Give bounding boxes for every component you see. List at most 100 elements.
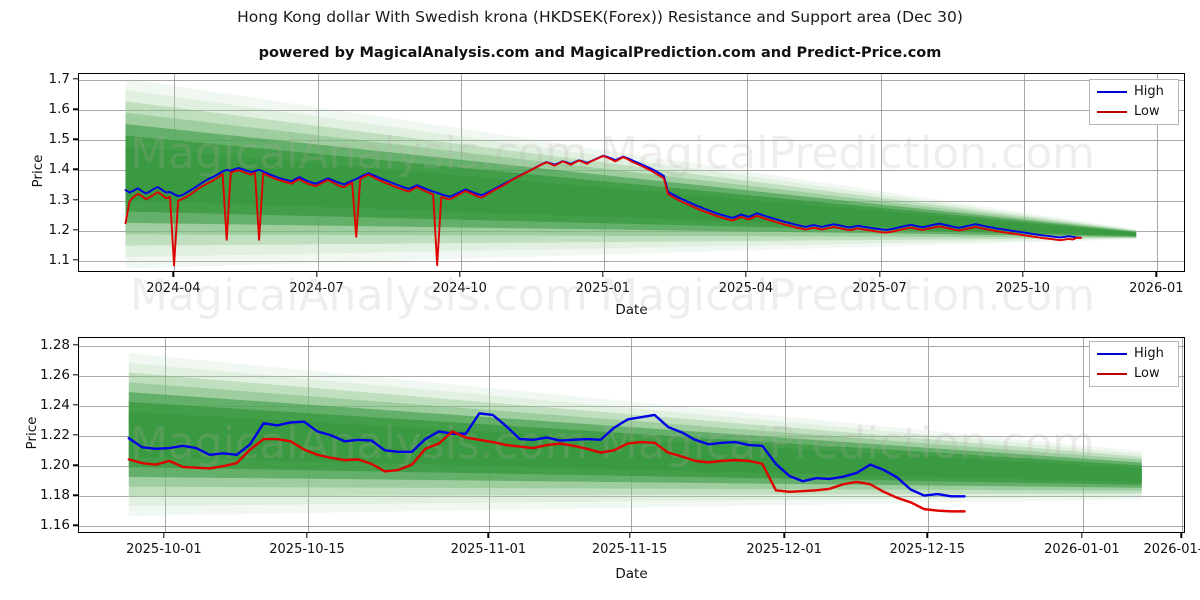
legend-label-high: High — [1134, 346, 1164, 361]
top-chart-x-axis-label: Date — [615, 302, 648, 318]
x-axis-tick-label: 2025-12-15 — [889, 542, 966, 557]
top-chart-plot-area — [78, 73, 1185, 272]
x-axis-tick-mark — [628, 533, 631, 538]
x-axis-tick-mark — [1022, 272, 1024, 277]
x-axis-tick-label: 2025-12-01 — [746, 542, 822, 557]
y-axis-tick-label: 1.20 — [39, 457, 70, 474]
y-axis-tick-mark — [73, 373, 78, 376]
x-axis-tick-label: 2025-10-15 — [269, 542, 345, 557]
gridline-vertical — [785, 338, 787, 532]
band-layer — [125, 146, 1137, 236]
y-axis-tick-label: 1.28 — [39, 336, 70, 353]
legend-label-low: Low — [1134, 366, 1160, 381]
x-axis-tick-mark — [315, 272, 318, 277]
y-axis-tick-label: 1.4 — [48, 161, 70, 178]
y-axis-tick-label: 1.16 — [39, 517, 70, 534]
gridline-horizontal — [79, 260, 1184, 262]
legend-swatch-low — [1097, 110, 1127, 114]
x-axis-tick-mark — [878, 272, 881, 277]
x-axis-tick-mark — [1081, 533, 1083, 538]
series-layer — [127, 412, 966, 513]
x-axis-tick-label: 2026-01 — [1129, 281, 1184, 296]
bottom-chart-panel — [78, 337, 1185, 533]
page-title: Hong Kong dollar With Swedish krona (HKD… — [237, 8, 963, 26]
resistance-support-bands — [125, 78, 1137, 269]
bottom-chart-legend: High Low — [1089, 341, 1179, 387]
gridline-vertical — [880, 74, 882, 271]
x-axis-tick-mark — [172, 272, 175, 277]
y-axis-tick-mark — [73, 464, 78, 466]
gridline-horizontal — [79, 140, 1184, 142]
series-line-high — [124, 154, 1082, 239]
gridline-vertical — [603, 74, 605, 271]
x-axis-tick-label: 2024-04 — [146, 281, 201, 296]
y-axis-tick-label: 1.24 — [39, 396, 70, 413]
top-chart-panel — [78, 73, 1185, 272]
legend-label-low: Low — [1134, 104, 1160, 119]
x-axis-tick-label: 2025-10 — [995, 281, 1050, 296]
band-layer — [125, 135, 1137, 237]
gridline-horizontal — [79, 110, 1184, 112]
x-axis-tick-label: 2025-01 — [575, 281, 630, 296]
x-axis-tick-mark — [1155, 272, 1158, 277]
y-axis-tick-mark — [73, 404, 78, 406]
y-axis-tick-label: 1.1 — [48, 251, 70, 268]
band-layer — [128, 411, 1142, 482]
y-axis-tick-mark — [73, 259, 78, 261]
legend-item-high: High — [1097, 85, 1170, 99]
x-axis-tick-mark — [1180, 533, 1182, 538]
x-axis-tick-label: 2025-04 — [718, 281, 774, 296]
y-axis-tick-mark — [73, 138, 78, 141]
y-axis-tick-label: 1.3 — [48, 191, 70, 208]
x-axis-tick-label: 2025-11-15 — [591, 542, 668, 557]
legend-swatch-low — [1097, 372, 1127, 376]
gridline-vertical — [1182, 338, 1184, 532]
series-line-low — [124, 155, 1082, 267]
top-chart-legend: High Low — [1089, 79, 1179, 125]
y-axis-tick-label: 1.22 — [39, 427, 70, 443]
y-axis-tick-mark — [73, 343, 78, 346]
y-axis-tick-label: 1.5 — [48, 131, 70, 148]
page-subtitle: powered by MagicalAnalysis.com and Magic… — [258, 45, 942, 61]
gridline-vertical — [746, 74, 748, 271]
legend-label-high: High — [1134, 84, 1164, 99]
y-axis-tick-mark — [73, 524, 78, 527]
gridline-vertical — [1157, 74, 1159, 271]
gridline-vertical — [1023, 74, 1025, 271]
series-line-high — [127, 412, 966, 498]
x-axis-tick-label: 2026-01-01 — [1044, 542, 1120, 557]
legend-item-low: Low — [1097, 367, 1170, 381]
legend-item-low: Low — [1097, 105, 1170, 119]
y-axis-tick-mark — [73, 108, 78, 110]
x-axis-tick-label: 2026-01-15 — [1143, 542, 1200, 557]
y-axis-tick-label: 1.6 — [48, 101, 70, 118]
y-axis-tick-label: 1.2 — [48, 221, 70, 238]
x-axis-tick-mark — [783, 533, 785, 538]
y-axis-tick-label: 1.7 — [48, 71, 70, 88]
x-axis-tick-mark — [306, 533, 308, 538]
y-axis-tick-mark — [73, 229, 78, 231]
y-axis-tick-label: 1.18 — [39, 487, 70, 504]
y-axis-tick-mark — [73, 434, 78, 436]
legend-swatch-high — [1097, 90, 1127, 94]
legend-item-high: High — [1097, 347, 1170, 361]
x-axis-tick-label: 2025-10-01 — [126, 542, 202, 557]
x-axis-tick-mark — [602, 272, 604, 277]
gridline-horizontal — [79, 170, 1184, 172]
x-axis-tick-mark — [745, 272, 747, 277]
gridline-vertical — [928, 338, 930, 532]
x-axis-tick-label: 2025-11-01 — [450, 542, 527, 557]
bottom-chart-plot-area — [78, 337, 1185, 533]
x-axis-tick-label: 2024-07 — [289, 281, 344, 296]
y-axis-tick-mark — [73, 494, 78, 496]
x-axis-tick-label: 2025-07 — [852, 281, 907, 296]
y-axis-tick-mark — [73, 78, 78, 80]
gridline-horizontal — [79, 80, 1184, 82]
y-axis-tick-mark — [73, 198, 78, 201]
bottom-chart-x-axis-label: Date — [615, 566, 648, 582]
y-axis-tick-mark — [73, 168, 78, 171]
series-layer — [124, 154, 1082, 267]
gridline-horizontal — [79, 230, 1184, 232]
y-axis-tick-label: 1.26 — [39, 366, 70, 383]
